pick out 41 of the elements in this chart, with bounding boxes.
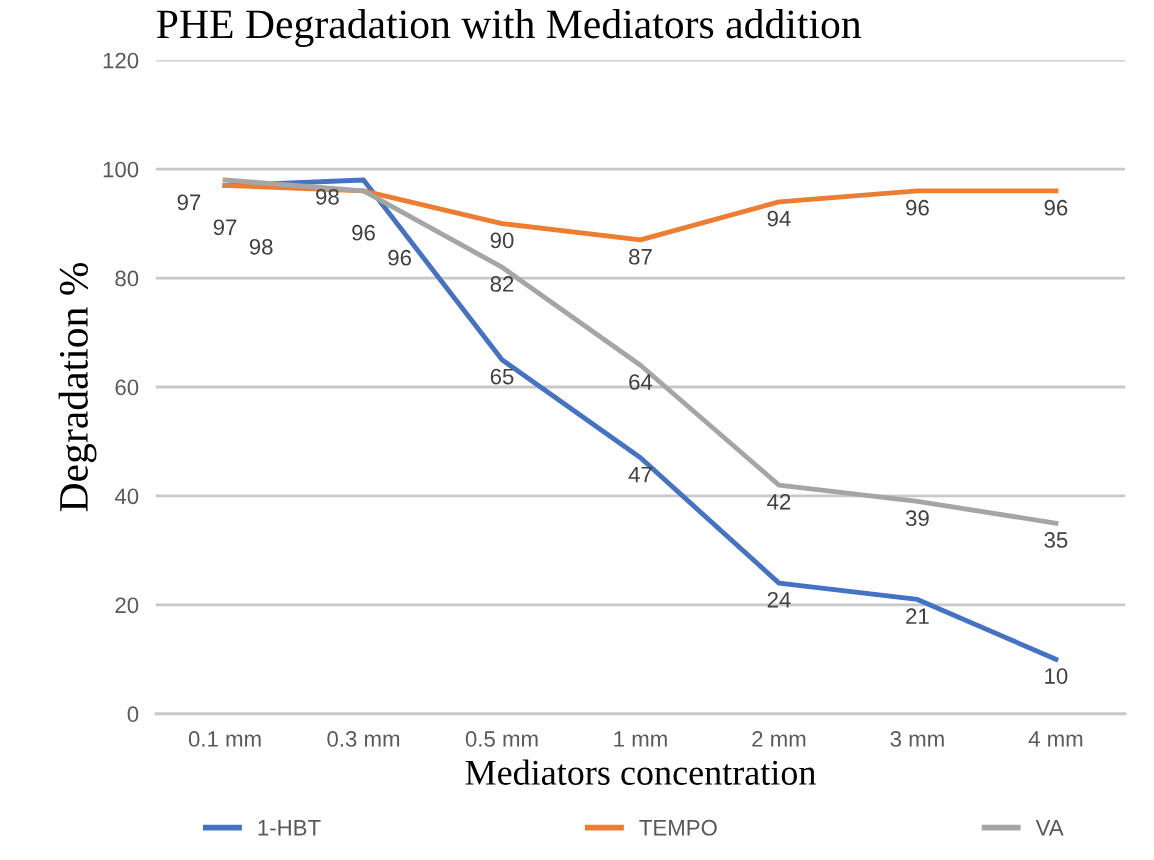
data-label: 24 — [767, 592, 791, 608]
x-tick-label: 3 mm — [890, 731, 944, 747]
legend-label: 1-HBT — [258, 820, 321, 836]
data-label: 10 — [1045, 668, 1068, 684]
data-label: 97 — [213, 219, 237, 236]
x-tick-label: 0.3 mm — [327, 731, 400, 747]
x-tick-label: 2 mm — [752, 731, 806, 747]
data-label: 97 — [177, 194, 201, 211]
y-tick-label: 100 — [103, 161, 139, 178]
x-tick-label: 0.5 mm — [465, 731, 538, 747]
data-label: 98 — [249, 238, 273, 255]
data-label: 98 — [316, 188, 339, 205]
data-label: 65 — [490, 368, 514, 385]
data-label: 90 — [490, 232, 514, 249]
data-label: 39 — [905, 510, 929, 527]
data-label: 82 — [490, 276, 514, 292]
x-tick-label: 1 mm — [614, 731, 667, 747]
y-tick-label: 0 — [127, 706, 139, 723]
data-label: 21 — [906, 608, 929, 624]
data-label: 96 — [388, 249, 411, 266]
data-label: 47 — [628, 466, 652, 483]
legend-label: TEMPO — [639, 819, 717, 836]
y-axis-title: Degradation % — [58, 262, 97, 512]
data-label: 64 — [629, 374, 653, 390]
data-label: 35 — [1044, 532, 1068, 548]
data-label: 96 — [352, 224, 375, 241]
x-tick-label: 4 mm — [1028, 731, 1083, 747]
legend-label: VA — [1035, 820, 1064, 836]
y-tick-label: 80 — [115, 270, 139, 287]
data-label: 94 — [767, 210, 791, 227]
data-label: 96 — [1044, 199, 1068, 216]
data-label: 96 — [906, 199, 929, 216]
y-tick-label: 40 — [114, 488, 139, 505]
chart-title: PHE Degradation with Mediators addition — [156, 9, 862, 47]
data-label: 87 — [629, 248, 652, 265]
y-tick-label: 20 — [115, 597, 139, 614]
y-tick-label: 60 — [115, 379, 139, 396]
x-axis-title: Mediators concentration — [465, 759, 816, 785]
data-label: 42 — [767, 493, 791, 510]
x-tick-label: 0.1 mm — [188, 731, 261, 747]
y-tick-label: 120 — [103, 52, 139, 69]
